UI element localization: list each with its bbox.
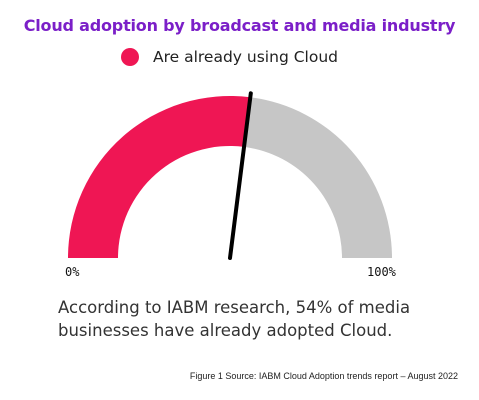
chart-title: Cloud adoption by broadcast and media in… (23, 16, 456, 35)
gauge-remaining-arc (244, 97, 392, 258)
gauge-max-label: 100% (367, 265, 396, 279)
figure-source: Figure 1 Source: IABM Cloud Adoption tre… (189, 371, 458, 381)
caption-text: According to IABM research, 54% of media… (58, 298, 411, 340)
gauge-filled-arc (68, 95, 251, 258)
gauge-needle (228, 91, 253, 260)
gauge-min-label: 0% (65, 265, 80, 279)
legend: Are already using Cloud (121, 44, 338, 70)
legend-label: Are already using Cloud (153, 48, 338, 66)
legend-swatch (121, 48, 139, 66)
